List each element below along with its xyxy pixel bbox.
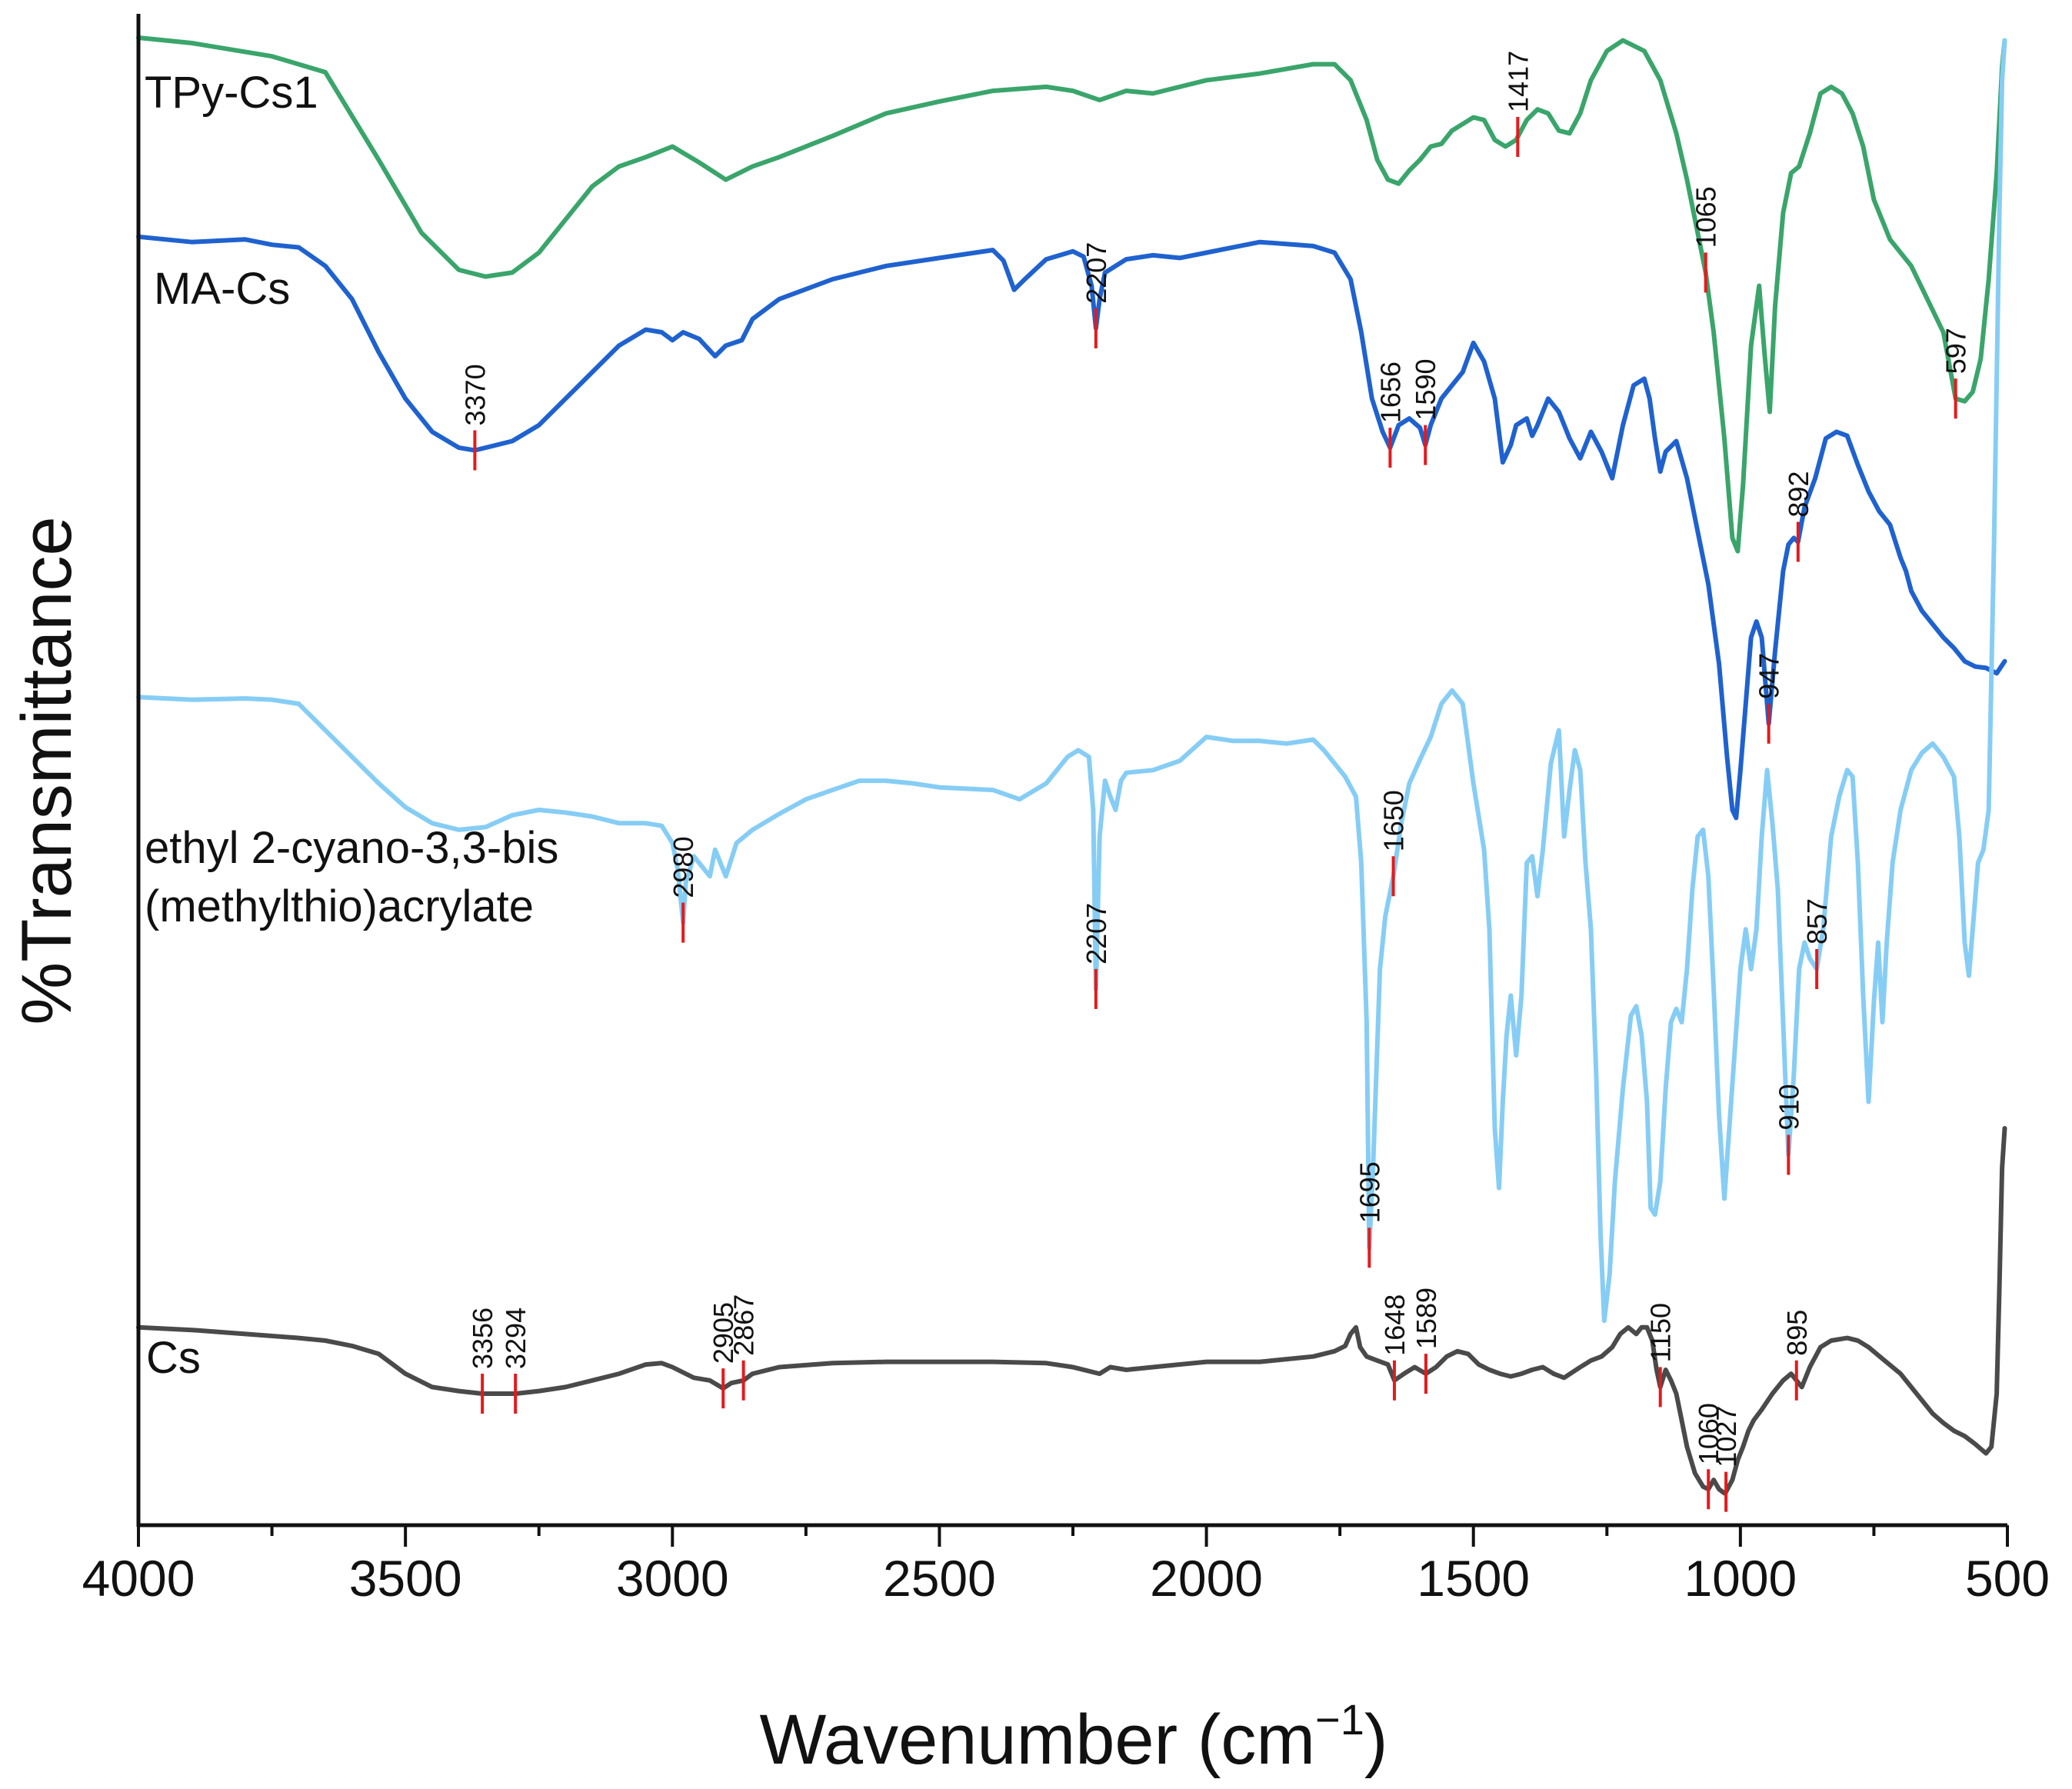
x-tick-label-4000: 4000 [82,1550,195,1607]
series-label-tpy-cs1: TPy-Cs1 [145,68,318,118]
x-axis-title-exponent: −1 [1315,1695,1364,1744]
peak-label-1650: 1650 [1378,790,1410,851]
series-line-ma-cs [136,234,2007,821]
peak-label-1656: 1656 [1374,361,1406,423]
peak-label-1060: 1060 [1693,1403,1724,1464]
peak-label-1065: 1065 [1691,186,1722,248]
peak-label-1695: 1695 [1354,1161,1385,1223]
series-line-tpy-cs1 [136,35,2007,554]
series-label-ma-cs: MA-Cs [154,264,290,314]
series-labels: TPy-Cs1 MA-Cs ethyl 2-cyano-3,3-bis (methyl… [145,68,558,1383]
x-tick-label-3000: 3000 [616,1550,729,1607]
spectra-lines [136,35,2007,1496]
x-axis-title-main: Wavenumber (cm [759,1701,1315,1779]
peak-markers: 1417 1065 597 3370 2207 1656 1590 947 892 2980 220… [459,51,1972,1512]
peak-label-1590: 1590 [1410,359,1441,421]
y-axis-title: %Transmittance [8,516,86,1024]
peak-label-895: 895 [1781,1310,1813,1356]
series-label-cs: Cs [146,1333,201,1383]
x-tick-label-500: 500 [1965,1550,2050,1607]
x-axis-title: Wavenumber (cm−1) [759,1695,1387,1779]
x-tick-label-3500: 3500 [349,1550,462,1607]
peak-label-1027: 1027 [1711,1406,1742,1468]
series-label-ester-line1: ethyl 2-cyano-3,3-bis [145,823,558,873]
peak-label-3356: 3356 [467,1308,498,1369]
peak-label-947: 947 [1754,653,1785,699]
x-tick-label-2500: 2500 [883,1550,996,1607]
peak-label-2207: 2207 [1081,903,1112,964]
series-line-ester [136,38,2007,1324]
peak-label-910: 910 [1773,1084,1804,1130]
peak-label-2207: 2207 [1081,242,1112,304]
series-label-ester-line2: (methylthio)acrylate [145,881,534,931]
peak-label-1150: 1150 [1645,1303,1677,1362]
x-axis-title-close: ) [1364,1701,1388,1779]
peak-label-857: 857 [1801,898,1833,944]
peak-label-2980: 2980 [668,837,699,898]
peak-label-597: 597 [1940,328,1972,374]
axes: 4000 3500 3000 2500 2000 1500 1000 500 [82,14,2050,1607]
peak-label-1589: 1589 [1411,1288,1442,1349]
peak-label-3370: 3370 [459,364,491,425]
series-line-cs [136,1126,2007,1496]
peak-label-1417: 1417 [1502,51,1534,112]
peak-label-2905: 2905 [708,1302,739,1364]
peak-label-2867: 2867 [728,1294,760,1356]
x-tick-label-2000: 2000 [1150,1550,1263,1607]
peak-label-1648: 1648 [1379,1294,1411,1356]
x-tick-label-1000: 1000 [1684,1550,1797,1607]
peak-label-892: 892 [1783,471,1814,518]
peak-label-3294: 3294 [500,1308,531,1369]
x-tick-label-1500: 1500 [1417,1550,1530,1607]
